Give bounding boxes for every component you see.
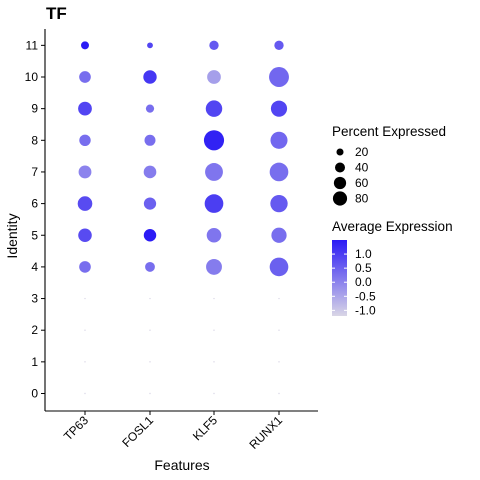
dot-FOSL1-4 [145, 261, 155, 272]
y-tick-label: 4 [31, 260, 38, 274]
dot-FOSL1-1 [149, 361, 151, 363]
size-legend-label: 80 [355, 192, 369, 206]
dot-KLF5-8 [203, 130, 225, 151]
dot-KLF5-4 [206, 258, 222, 275]
y-tick-label: 1 [31, 355, 38, 369]
dot-TP63-5 [78, 228, 92, 243]
x-tick-label: RUNX1 [246, 413, 285, 452]
dot-KLF5-6 [204, 194, 224, 213]
y-tick-label: 11 [26, 38, 39, 52]
dot-FOSL1-11 [147, 42, 153, 49]
y-tick-label: 0 [31, 387, 38, 401]
dot-TP63-1 [84, 361, 86, 363]
dot-RUNX1-8 [270, 131, 288, 149]
size-legend-label: 40 [355, 161, 369, 175]
color-legend-label: 1.0 [355, 247, 372, 261]
dot-TP63-9 [78, 101, 92, 116]
dot-TP63-8 [79, 134, 91, 147]
size-legend-label: 20 [355, 145, 369, 159]
color-legend-bar [332, 240, 347, 316]
dot-FOSL1-3 [149, 297, 151, 300]
dot-TP63-0 [84, 392, 86, 395]
dot-KLF5-7 [205, 163, 223, 181]
dot-TP63-2 [84, 329, 86, 331]
dot-series [77, 40, 289, 395]
x-tick-label: TP63 [61, 413, 91, 443]
dot-RUNX1-7 [269, 162, 289, 182]
color-legend-label: 0.5 [355, 261, 372, 275]
size-legend-title: Percent Expressed [332, 124, 446, 139]
dot-RUNX1-10 [269, 67, 289, 87]
dot-KLF5-0 [213, 392, 215, 395]
dot-TP63-11 [81, 41, 89, 50]
y-tick-label: 9 [31, 102, 38, 116]
dot-KLF5-1 [213, 361, 215, 363]
dot-TP63-6 [77, 196, 93, 211]
size-legend-dot [332, 191, 348, 206]
dot-FOSL1-9 [145, 104, 155, 113]
dot-RUNX1-5 [271, 227, 287, 243]
dot-KLF5-2 [213, 329, 215, 331]
color-legend-label: -1.0 [355, 303, 376, 317]
y-tick-label: 3 [31, 292, 38, 306]
size-legend-label: 60 [355, 176, 369, 190]
dot-TP63-10 [79, 71, 91, 83]
y-tick-label: 7 [31, 165, 38, 179]
chart-title: TF [46, 4, 67, 23]
dot-FOSL1-5 [143, 229, 157, 242]
color-legend-label: 0.0 [355, 275, 372, 289]
y-tick-label: 2 [31, 323, 38, 337]
dot-TP63-3 [84, 297, 86, 300]
y-axis-title: Identity [4, 213, 20, 258]
dot-FOSL1-2 [149, 329, 151, 331]
color-legend-label: -0.5 [355, 289, 376, 303]
x-axis-title: Features [154, 457, 209, 473]
dot-FOSL1-6 [143, 197, 157, 210]
dot-KLF5-10 [207, 70, 221, 84]
y-tick-label: 8 [31, 133, 38, 147]
dot-FOSL1-0 [149, 392, 151, 395]
size-legend-dot [333, 176, 347, 190]
dot-KLF5-3 [213, 297, 215, 300]
dot-RUNX1-3 [278, 297, 280, 300]
y-axis-ticks: 0 1 2 3 4 5 6 7 8 9 10 11 [25, 38, 45, 401]
dot-FOSL1-10 [143, 70, 157, 84]
dot-RUNX1-2 [278, 329, 280, 331]
color-legend-title: Average Expression [332, 219, 453, 234]
y-tick-label: 6 [31, 197, 38, 211]
y-tick-label: 5 [31, 228, 38, 242]
dot-RUNX1-6 [270, 194, 288, 213]
size-legend-dot [334, 162, 346, 173]
dot-RUNX1-1 [278, 361, 280, 363]
x-tick-label: FOSL1 [119, 413, 156, 450]
dot-KLF5-9 [205, 100, 223, 117]
x-tick-label: KLF5 [190, 413, 220, 443]
dot-RUNX1-0 [278, 392, 280, 395]
plot-area: 0 1 2 3 4 5 6 7 8 9 10 11 TP63 FOSL1 KLF5 RUNX1 [25, 29, 318, 452]
dot-FOSL1-7 [143, 165, 157, 179]
dot-RUNX1-11 [274, 40, 284, 51]
size-legend-dot [336, 148, 344, 156]
dot-KLF5-11 [209, 40, 219, 51]
dot-RUNX1-4 [269, 257, 289, 277]
dot-RUNX1-9 [270, 100, 288, 117]
dot-KLF5-5 [206, 227, 222, 243]
x-axis-ticks: TP63 FOSL1 KLF5 RUNX1 [61, 411, 285, 452]
dot-FOSL1-8 [144, 134, 156, 146]
color-legend: Average Expression 1.00.50.0-0.5-1.0 [332, 219, 453, 317]
dot-TP63-7 [78, 165, 92, 179]
y-tick-label: 10 [25, 70, 39, 84]
dot-TP63-4 [79, 261, 91, 273]
